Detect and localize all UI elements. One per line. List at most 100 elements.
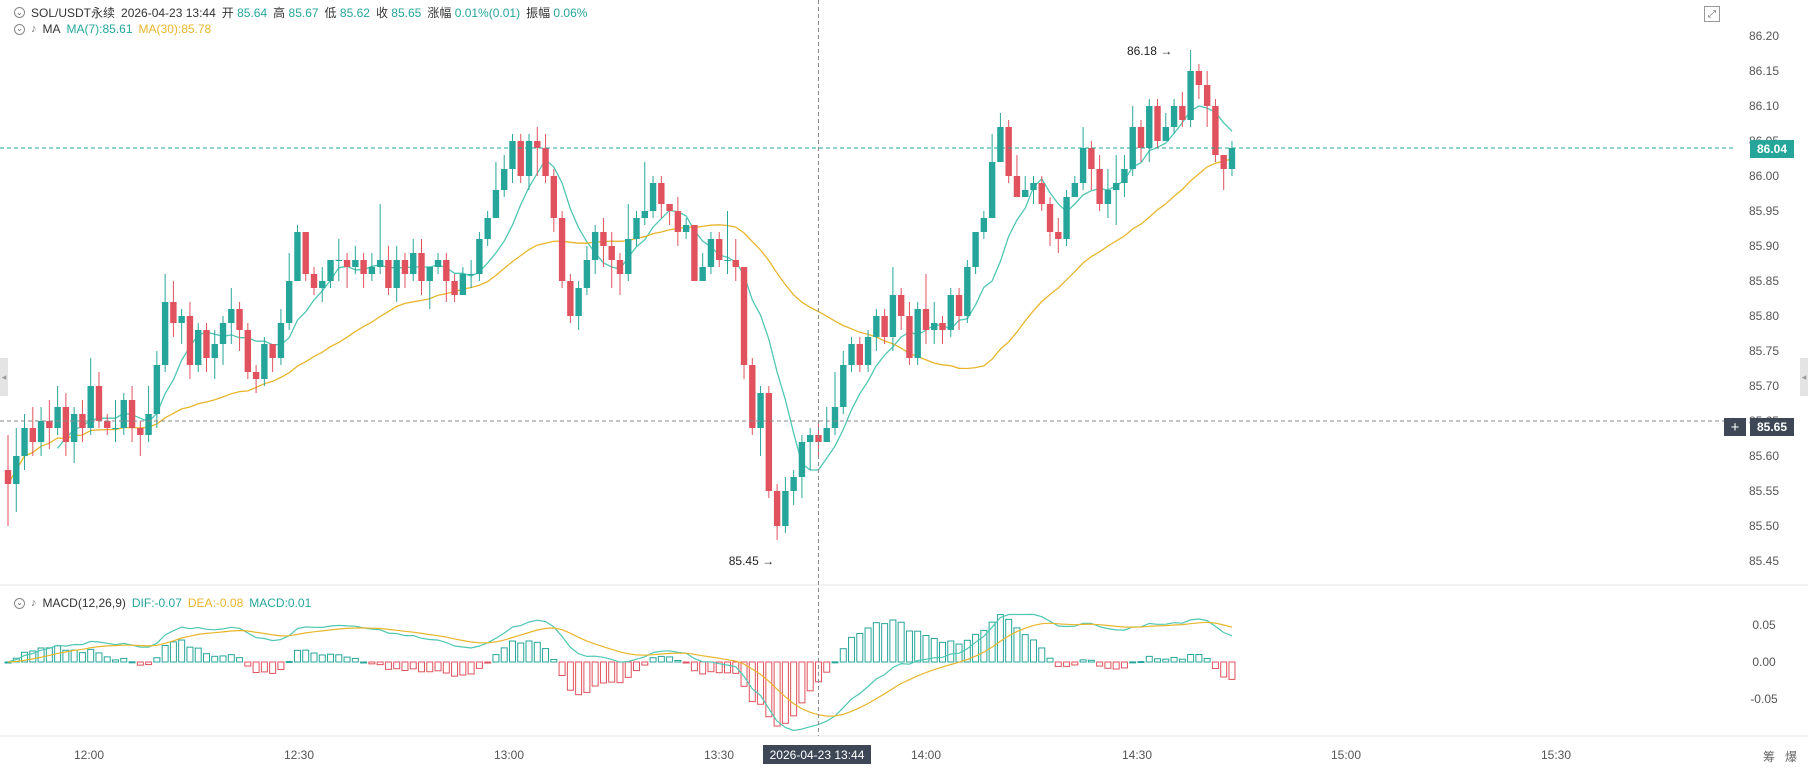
macd-histogram-bar (1054, 661, 1062, 667)
candle-body (1055, 232, 1062, 239)
candle-body (674, 211, 682, 232)
macd-histogram-bar (459, 661, 467, 676)
candle-body (517, 141, 524, 176)
candle-body (1170, 106, 1178, 127)
collapse-chevron-icon[interactable]: ⌄ (14, 7, 25, 18)
macd-histogram-bar (980, 629, 988, 663)
price-tick-label: 85.45 (1749, 554, 1779, 568)
macd-histogram-bar (1203, 657, 1211, 663)
macd-histogram-bar (169, 641, 177, 663)
macd-label[interactable]: MACD(12,26,9) (42, 596, 126, 610)
price-tick-label: 85.95 (1749, 204, 1779, 218)
fullscreen-icon[interactable]: ⤢ (1704, 6, 1720, 22)
add-alert-plus-icon[interactable]: + (1724, 418, 1746, 436)
candle-body (393, 260, 400, 288)
macd-histogram-bar (1187, 653, 1195, 663)
candle-body (980, 218, 988, 232)
candle-body (1063, 197, 1070, 239)
macd-histogram-bar (583, 661, 591, 693)
candle-body (947, 295, 954, 330)
price-tick-label: 85.50 (1749, 519, 1779, 533)
macd-histogram-bar (699, 661, 707, 675)
liquidation-button[interactable]: 爆 (1785, 750, 1798, 764)
macd-histogram-bar (1220, 661, 1228, 678)
candle-body (343, 260, 351, 267)
candle-body (1088, 148, 1095, 169)
low-marker-label: 85.45 → (729, 554, 774, 568)
ma7-value: MA(7):85.61 (66, 22, 133, 36)
left-panel-handle-icon[interactable]: ◂ (0, 358, 8, 396)
candle-body (964, 267, 971, 316)
candle-body (443, 260, 450, 281)
dif-value: DIF:-0.07 (131, 596, 182, 610)
chips-button[interactable]: 筹 (1763, 750, 1776, 764)
macd-histogram-bar (393, 661, 401, 670)
candle-body (476, 239, 483, 274)
candle-body (1146, 106, 1153, 148)
macd-histogram-bar (343, 656, 351, 663)
macd-histogram-bar (409, 661, 417, 670)
candle-body (203, 330, 210, 358)
macd-histogram-bar (748, 661, 756, 703)
candle-body (294, 232, 301, 281)
macd-histogram-bar (542, 648, 550, 663)
macd-histogram-bar (29, 650, 37, 663)
macd-histogram-bar (103, 656, 111, 663)
macd-histogram-bar (1129, 661, 1137, 664)
macd-histogram-bar (1154, 658, 1162, 663)
macd-histogram-bar (442, 661, 450, 674)
ma-label[interactable]: MA (42, 22, 61, 36)
macd-histogram-bar (1096, 661, 1104, 667)
candle-body (145, 414, 152, 435)
collapse-chevron-icon[interactable]: ⌄ (14, 23, 25, 35)
macd-histogram-bar (318, 654, 326, 663)
candle-body (922, 309, 930, 330)
bell-icon[interactable]: ♪ (31, 23, 37, 35)
time-tick-label: 14:00 (911, 748, 941, 762)
time-tick-label: 15:30 (1541, 748, 1571, 762)
candle-body (1079, 148, 1087, 183)
right-panel-handle-icon[interactable]: ◂ (1800, 358, 1808, 396)
dea-value: DEA:-0.08 (187, 596, 244, 610)
price-tick-label: 85.90 (1749, 239, 1779, 253)
macd-histogram-bar (575, 661, 583, 696)
candle-body (1195, 71, 1203, 85)
candle-body (707, 239, 715, 267)
macd-histogram-bar (963, 639, 971, 663)
macd-histogram-bar (401, 661, 409, 671)
candle-body (401, 260, 409, 274)
candle-body (633, 218, 640, 239)
macd-histogram-bar (525, 640, 533, 663)
candle-body (434, 260, 442, 267)
candle-body (1137, 127, 1145, 148)
candle-body (1096, 169, 1103, 204)
grid-lines (0, 584, 1808, 737)
candle-body (864, 337, 872, 365)
candle-body (327, 260, 334, 281)
macd-histogram-bar (484, 661, 492, 664)
candle-body (261, 344, 268, 379)
macd-histogram-bar (112, 659, 120, 663)
macd-histogram-bar (1104, 661, 1112, 669)
macd-histogram-bar (219, 655, 227, 663)
candle-body (649, 183, 657, 211)
candle-body (666, 204, 673, 211)
macd-histogram-bar (1120, 661, 1128, 669)
candle-body (608, 246, 615, 260)
candle-body (848, 344, 855, 365)
candle-body (21, 428, 28, 456)
candlestick-series (4, 50, 1236, 540)
candle-body (765, 393, 773, 491)
candle-body (335, 260, 342, 261)
candle-body (798, 442, 806, 477)
candle-body (625, 239, 632, 274)
macd-histogram-bar (649, 657, 657, 663)
bell-icon[interactable]: ♪ (31, 597, 37, 609)
macd-histogram-bar (418, 661, 425, 673)
macd-histogram-bar (1211, 661, 1219, 669)
macd-histogram-bar (70, 649, 78, 663)
collapse-chevron-icon[interactable]: ⌄ (14, 597, 25, 609)
candle-body (840, 365, 847, 407)
candle-body (790, 477, 797, 491)
